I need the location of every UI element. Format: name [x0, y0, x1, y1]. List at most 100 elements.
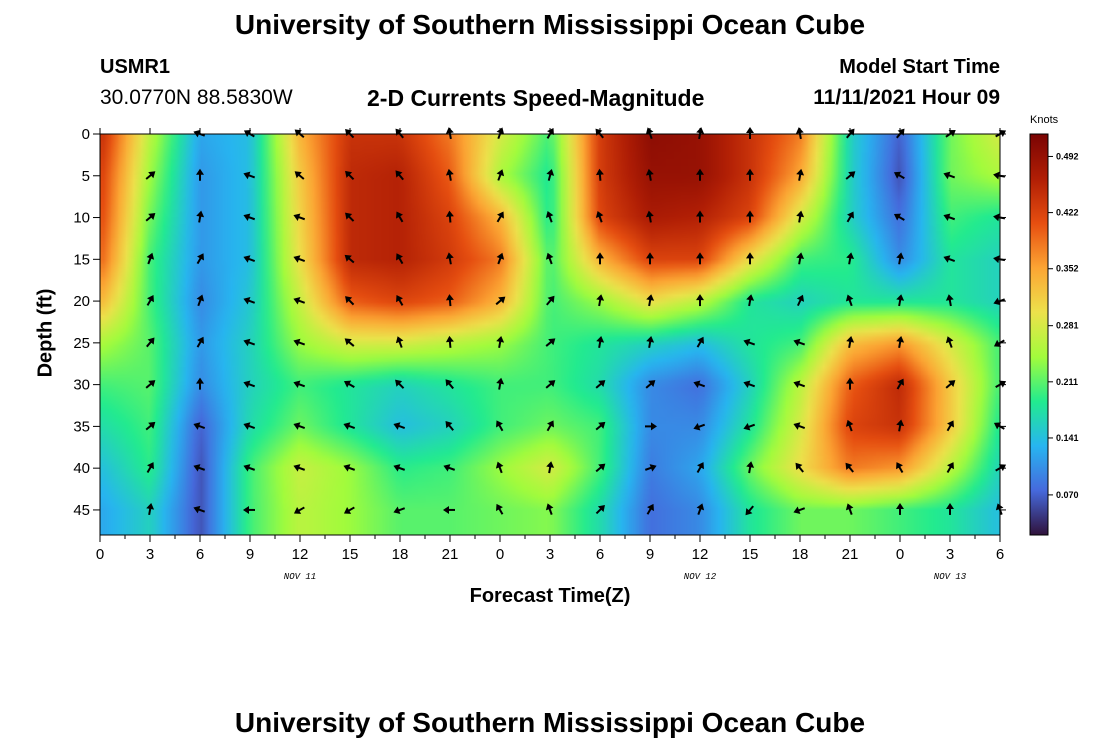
current-arrow: [943, 255, 956, 263]
x-tick-label: 9: [646, 546, 654, 563]
current-arrow: [943, 171, 956, 180]
current-arrow: [243, 464, 256, 472]
x-tick-label: 12: [292, 546, 309, 563]
x-tick-label: 3: [546, 546, 554, 563]
colorbar-tick-label: 0.492: [1056, 151, 1079, 161]
current-arrow: [293, 213, 306, 221]
current-arrow: [746, 210, 754, 223]
current-arrow: [896, 378, 904, 390]
y-tick-label: 35: [73, 418, 90, 435]
current-arrow: [243, 171, 256, 180]
current-arrow: [845, 503, 854, 515]
current-arrow: [243, 338, 256, 347]
current-arrow: [496, 503, 504, 515]
page-title: University of Southern Mississippi Ocean…: [234, 9, 866, 40]
colorbar: [1029, 133, 1049, 536]
footer-title: University of Southern Mississippi Ocean…: [234, 707, 866, 738]
current-arrow: [545, 338, 556, 347]
colorbar-tick-label: 0.141: [1056, 433, 1079, 443]
current-arrow: [545, 380, 556, 389]
current-arrow: [243, 422, 256, 430]
current-arrow: [743, 338, 756, 347]
current-arrow: [696, 210, 704, 223]
current-arrow: [293, 506, 305, 514]
current-arrow: [343, 422, 356, 430]
current-arrow: [646, 503, 654, 515]
current-arrow: [496, 169, 505, 181]
current-arrow: [344, 254, 355, 264]
current-arrow: [845, 171, 856, 180]
current-arrow: [393, 464, 406, 472]
x-tick-label: 3: [146, 546, 154, 563]
current-arrow: [595, 504, 605, 515]
current-arrow: [696, 168, 704, 181]
current-arrow: [896, 335, 905, 348]
current-arrow: [146, 252, 155, 265]
x-tick-label: 3: [946, 546, 954, 563]
current-arrow: [696, 503, 705, 515]
current-arrow: [343, 464, 356, 472]
current-arrow: [645, 168, 654, 181]
colorbar-tick-label: 0.422: [1056, 208, 1079, 218]
current-arrow: [193, 505, 206, 514]
current-arrow: [596, 252, 604, 265]
current-arrow: [445, 210, 454, 223]
current-arrow: [396, 253, 404, 265]
x-tick-label: 6: [996, 546, 1004, 563]
speed-heatmap: [100, 134, 1000, 535]
current-arrow: [496, 377, 505, 390]
x-tick-label: 0: [96, 546, 104, 563]
current-arrow: [146, 462, 154, 473]
current-arrow: [546, 295, 555, 306]
x-tick-label: 18: [792, 546, 809, 563]
current-arrow: [696, 252, 704, 265]
current-arrow: [445, 252, 454, 265]
colorbar-units: Knots: [1030, 114, 1059, 126]
current-arrow: [893, 213, 905, 221]
current-arrow: [393, 506, 406, 515]
date-label: NOV 12: [684, 572, 717, 582]
current-arrow: [196, 294, 205, 307]
current-arrow: [595, 463, 606, 473]
current-arrow: [943, 213, 956, 221]
current-arrow: [145, 380, 156, 389]
current-arrow: [193, 464, 206, 472]
current-arrow: [243, 505, 255, 514]
current-arrow: [793, 422, 806, 430]
current-arrow: [696, 294, 704, 307]
current-arrow: [646, 294, 655, 307]
current-arrow: [793, 338, 806, 347]
current-arrow: [595, 168, 604, 181]
current-arrow: [146, 295, 154, 306]
current-arrow: [243, 255, 256, 263]
x-tick-label: 18: [392, 546, 409, 563]
current-arrow: [345, 296, 355, 306]
current-arrow: [443, 505, 455, 514]
current-arrow: [793, 506, 806, 515]
current-arrow: [846, 377, 854, 390]
current-arrow: [945, 294, 954, 307]
current-arrow: [846, 211, 854, 223]
current-arrow: [845, 419, 854, 432]
current-arrow: [896, 252, 905, 265]
current-arrow: [193, 422, 206, 430]
current-arrow: [946, 420, 954, 432]
current-arrow: [595, 421, 606, 431]
current-arrow: [293, 296, 306, 305]
current-arrow: [644, 464, 657, 472]
y-tick-label: 25: [73, 335, 90, 352]
current-arrow: [545, 210, 554, 223]
current-arrow: [395, 170, 404, 181]
current-arrow: [845, 462, 854, 473]
current-arrow: [896, 462, 904, 473]
current-arrow: [945, 336, 954, 348]
current-arrow: [743, 422, 756, 431]
current-arrow: [595, 210, 604, 223]
current-arrow: [845, 294, 854, 307]
model-start-value: 11/11/2021 Hour 09: [813, 86, 1000, 109]
current-arrow: [793, 380, 806, 389]
y-tick-label: 15: [73, 251, 90, 268]
current-arrow: [496, 252, 505, 265]
current-arrow: [946, 502, 954, 515]
x-tick-label: 21: [842, 546, 859, 563]
